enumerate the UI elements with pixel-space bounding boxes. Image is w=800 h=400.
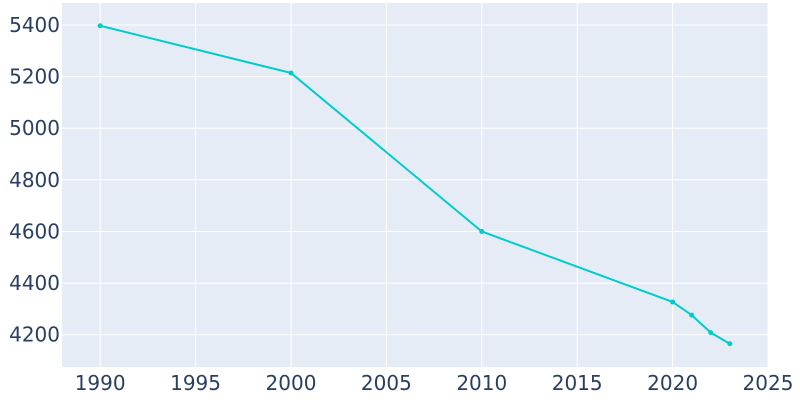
data-point [708, 330, 714, 336]
x-tick-label: 2000 [266, 371, 317, 395]
data-point [288, 70, 294, 76]
x-tick-label: 2020 [647, 371, 698, 395]
y-tick-label: 5200 [9, 65, 60, 89]
y-grid-lines [62, 24, 768, 336]
y-tick-label: 4600 [9, 219, 60, 243]
data-point [97, 23, 103, 29]
y-tick-label: 5000 [9, 116, 60, 140]
x-tick-label: 2025 [743, 371, 794, 395]
x-tick-label: 1995 [170, 371, 221, 395]
y-tick-label: 4200 [9, 323, 60, 347]
x-tick-label: 1990 [75, 371, 126, 395]
data-points [97, 23, 733, 347]
x-tick-labels: 1990 1995 2000 2005 2010 2015 2020 2025 [75, 371, 794, 395]
y-tick-labels: 4200 4400 4600 4800 5000 5200 5400 [9, 13, 60, 347]
data-point [670, 299, 676, 305]
plot-background [62, 3, 768, 367]
data-point [479, 228, 485, 234]
y-tick-label: 5400 [9, 13, 60, 37]
x-tick-label: 2005 [361, 371, 412, 395]
x-grid-lines [99, 3, 769, 367]
y-tick-label: 4800 [9, 168, 60, 192]
data-point [727, 341, 733, 347]
data-point [689, 312, 695, 318]
x-tick-label: 2010 [456, 371, 507, 395]
y-tick-label: 4400 [9, 271, 60, 295]
x-tick-label: 2015 [552, 371, 603, 395]
